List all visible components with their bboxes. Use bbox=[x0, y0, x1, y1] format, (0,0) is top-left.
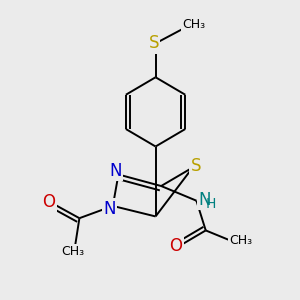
Text: N: N bbox=[103, 200, 116, 218]
Text: N: N bbox=[198, 191, 211, 209]
Text: CH₃: CH₃ bbox=[182, 18, 206, 31]
Text: S: S bbox=[148, 34, 159, 52]
Text: S: S bbox=[190, 157, 201, 175]
Text: O: O bbox=[42, 193, 56, 211]
Text: CH₃: CH₃ bbox=[61, 244, 85, 258]
Text: CH₃: CH₃ bbox=[230, 234, 253, 247]
Text: N: N bbox=[109, 162, 122, 180]
Text: O: O bbox=[169, 237, 182, 255]
Text: H: H bbox=[206, 196, 216, 211]
